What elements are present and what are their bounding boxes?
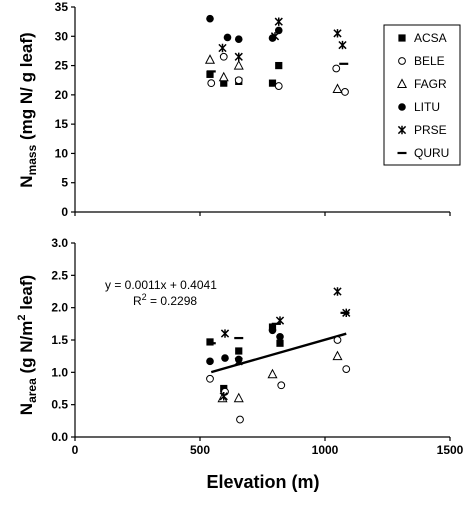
point-fagr — [218, 71, 229, 82]
top-chart: 0 5 10 15 20 25 30 35 Nmass (mg N/ g leaf) ACSA… — [17, 0, 461, 219]
point-litu — [206, 14, 214, 23]
legend: ACSA BELE FAGR LITU PRSE QURU — [383, 24, 461, 166]
point-prse — [220, 329, 230, 338]
point-fagr — [332, 83, 343, 93]
r2-suffix: = 0.2298 — [147, 294, 198, 308]
legend-marker-bele — [398, 57, 406, 65]
top-y-tick-label: 0 — [61, 205, 68, 219]
bottom-y-tick-label: 1.0 — [51, 365, 68, 379]
legend-label-prse: PRSE — [414, 123, 447, 137]
point-acsa — [206, 338, 214, 346]
point-litu — [274, 26, 283, 35]
top-y-tick-label: 5 — [61, 176, 68, 190]
bottom-y-tick-label: 1.5 — [51, 333, 68, 347]
bottom-x-tick-label: 500 — [190, 443, 210, 457]
bottom-y-tick-label: 3.0 — [51, 236, 68, 250]
point-bele — [332, 64, 341, 73]
point-bele — [206, 374, 214, 383]
bottom-y-label-sup: 2 — [16, 314, 28, 320]
legend-items: ACSA BELE FAGR LITU PRSE QURU — [396, 31, 449, 160]
regression-r2: R2 = 0.2298 — [133, 292, 197, 308]
point-bele — [274, 82, 283, 90]
point-bele — [277, 381, 286, 390]
point-litu — [276, 332, 284, 341]
top-y-tick-label: 25 — [55, 59, 69, 73]
bottom-x-tick-label: 0 — [72, 443, 79, 457]
point-prse — [333, 29, 342, 38]
legend-marker-litu — [398, 103, 406, 111]
point-fagr — [204, 54, 216, 64]
point-fagr — [267, 368, 278, 379]
point-bele — [234, 76, 243, 85]
point-acsa — [275, 61, 283, 70]
top-y-axis-label: Nmass (mg N/ g leaf) — [17, 32, 39, 187]
top-y-tick-label: 20 — [55, 88, 69, 102]
top-y-tick-label: 15 — [55, 117, 69, 131]
point-prse — [219, 392, 228, 401]
point-bele — [333, 336, 342, 344]
bottom-plot-area: 0.0 0.5 1.0 1.5 2.0 2.5 3.0 0 500 1000 1500 — [51, 236, 463, 457]
legend-marker-acsa — [398, 34, 406, 42]
point-litu — [223, 33, 232, 42]
point-litu — [221, 354, 229, 362]
bottom-y-label-rest1: (g N/m — [17, 321, 36, 379]
point-fagr — [233, 59, 244, 70]
point-bele — [207, 79, 216, 88]
bottom-y-tick-label: 2.5 — [51, 268, 68, 282]
bottom-y-tick-label: 2.0 — [51, 301, 68, 315]
point-prse — [338, 40, 347, 50]
point-acsa — [220, 79, 228, 87]
point-prse — [333, 287, 342, 296]
top-y-tick-label: 30 — [55, 29, 69, 43]
legend-box — [383, 24, 461, 166]
bottom-y-tick-label: 0.0 — [51, 430, 68, 444]
legend-label-fagr: FAGR — [414, 77, 447, 91]
bottom-y-tick-label: 0.5 — [51, 398, 68, 412]
point-prse — [274, 17, 283, 26]
top-plot-area: 0 5 10 15 20 25 30 35 — [55, 0, 451, 219]
point-prse — [218, 43, 227, 53]
point-acsa — [276, 339, 284, 347]
bottom-y-label-main: N — [17, 403, 36, 415]
point-bele — [342, 365, 351, 374]
top-y-label-main: N — [17, 175, 36, 187]
point-acsa — [268, 79, 277, 87]
point-bele — [236, 415, 244, 424]
point-acsa — [235, 347, 243, 355]
point-bele — [341, 88, 349, 96]
point-litu — [206, 357, 214, 366]
bottom-y-axis-label: Narea (g N/m2 leaf) — [16, 275, 39, 415]
trendline — [210, 332, 347, 374]
point-prse — [234, 52, 243, 61]
point-prse — [270, 32, 280, 41]
legend-label-acsa: ACSA — [414, 31, 447, 45]
bottom-x-tick-label: 1500 — [437, 443, 464, 457]
r2-sup: 2 — [142, 292, 147, 302]
legend-marker-prse — [397, 125, 407, 135]
point-fagr — [332, 350, 343, 361]
legend-label-quru: QURU — [414, 146, 449, 160]
bottom-y-label-rest2: leaf) — [17, 275, 36, 315]
regression-equation: y = 0.0011x + 0.4041 — [105, 278, 217, 292]
r2-prefix: R — [133, 294, 142, 308]
top-y-tick-label: 35 — [55, 0, 69, 14]
legend-label-litu: LITU — [414, 100, 440, 114]
point-litu — [234, 35, 243, 44]
point-prse — [234, 357, 243, 366]
point-bele — [219, 52, 228, 61]
point-fagr — [233, 392, 244, 403]
bottom-y-label-sub: area — [25, 378, 39, 403]
bottom-chart: 0.0 0.5 1.0 1.5 2.0 2.5 3.0 0 500 1000 1500 Narea … — [16, 236, 464, 492]
top-y-label-rest: (mg N/ g leaf) — [17, 32, 36, 144]
top-y-label-sub: mass — [25, 144, 39, 175]
x-axis-label: Elevation (m) — [206, 472, 319, 492]
point-litu — [268, 326, 277, 335]
top-y-tick-label: 10 — [55, 146, 69, 160]
legend-label-bele: BELE — [414, 54, 445, 68]
bottom-x-tick-label: 1000 — [312, 443, 339, 457]
point-acsa — [206, 70, 214, 78]
legend-marker-fagr — [396, 78, 408, 88]
